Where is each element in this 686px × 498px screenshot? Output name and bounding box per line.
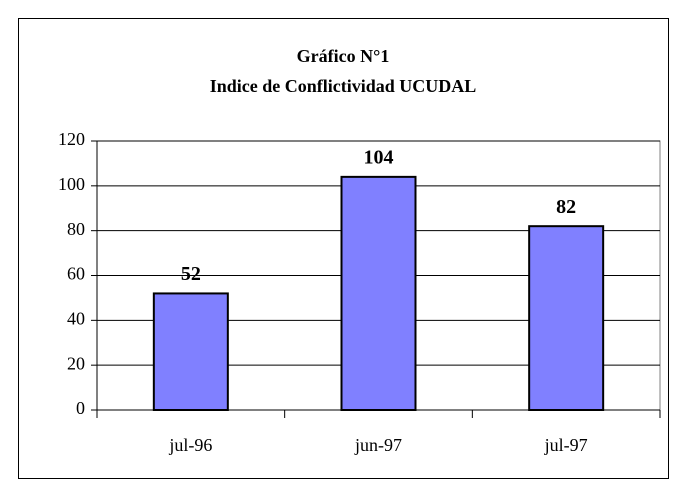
y-tick-label: 120 — [58, 129, 85, 149]
x-tick-label: jul-96 — [168, 435, 212, 455]
y-tick-label: 0 — [76, 398, 85, 418]
data-label: 104 — [364, 146, 394, 168]
y-tick-label: 20 — [67, 353, 85, 373]
y-tick-label: 40 — [67, 308, 85, 328]
bar — [152, 292, 229, 411]
x-tick-label: jul-97 — [544, 435, 588, 455]
data-label: 52 — [181, 263, 201, 285]
x-tick-label: jun-97 — [354, 435, 402, 455]
y-tick-label: 100 — [58, 174, 85, 194]
data-label: 82 — [556, 196, 576, 218]
chart-title: Gráfico N°1 — [297, 46, 390, 66]
y-tick-label: 80 — [67, 219, 85, 239]
y-tick-label: 60 — [67, 264, 85, 284]
bar — [340, 175, 417, 411]
bar — [528, 225, 605, 411]
chart-subtitle: Indice de Conflictividad UCUDAL — [210, 76, 477, 96]
